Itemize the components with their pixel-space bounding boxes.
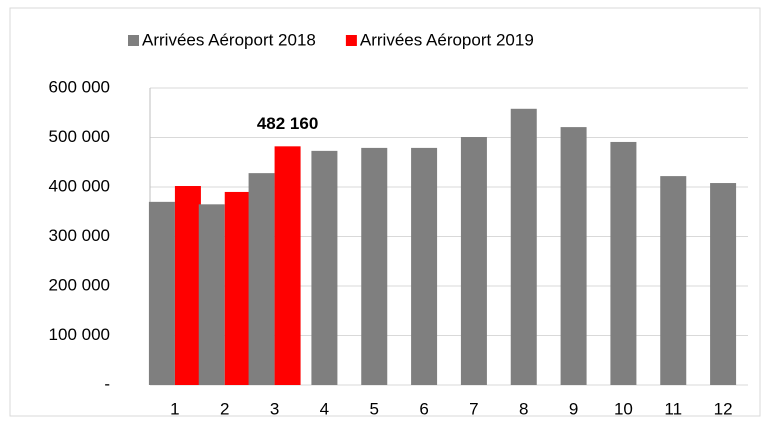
bar [198,204,225,385]
x-tick-label: 7 [469,399,478,418]
y-tick-label: 300 000 [49,226,110,245]
bar [174,186,201,385]
legend-swatch [128,35,139,46]
x-tick-label: 5 [370,399,379,418]
x-tick-label: 4 [320,399,329,418]
x-tick-label: 2 [220,399,229,418]
bar [224,191,251,385]
bar [248,173,275,385]
legend-swatch [345,35,357,46]
y-tick-label: 600 000 [49,77,110,96]
bar [274,146,301,385]
bar [311,150,338,385]
y-tick-label: 500 000 [49,127,110,146]
bar [148,201,175,385]
legend-label: Arrivées Aéroport 2019 [360,30,534,49]
y-tick-label: - [104,374,110,393]
bar [361,147,388,385]
x-tick-label: 10 [614,399,633,418]
legend-label: Arrivées Aéroport 2018 [142,30,316,49]
x-tick-label: 3 [270,399,279,418]
x-tick-label: 11 [664,399,682,418]
bar [460,137,487,385]
x-tick-label: 8 [519,399,528,418]
data-label: 482 160 [257,114,318,133]
bar [560,127,587,385]
bar [660,176,687,385]
x-tick-label: 9 [569,399,578,418]
x-tick-label: 6 [419,399,428,418]
bar [710,183,737,385]
x-tick-label: 1 [170,399,179,418]
x-tick-label: 12 [714,399,733,418]
y-tick-label: 200 000 [49,275,110,294]
bar [510,108,537,385]
y-tick-label: 400 000 [49,176,110,195]
bar [411,147,438,385]
bar [610,141,637,385]
y-tick-label: 100 000 [49,325,110,344]
